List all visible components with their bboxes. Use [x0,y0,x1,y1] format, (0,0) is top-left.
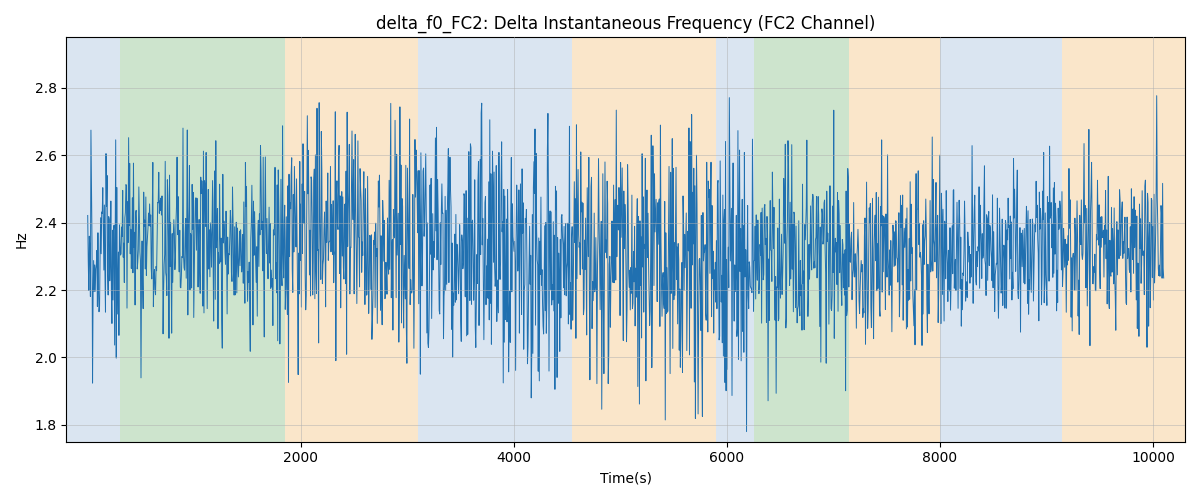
Bar [284,38,418,442]
Bar [1062,38,1186,442]
Bar [66,38,120,442]
X-axis label: Time(s): Time(s) [600,471,652,485]
Bar [572,38,716,442]
Bar [120,38,284,442]
Bar [940,38,1062,442]
Title: delta_f0_FC2: Delta Instantaneous Frequency (FC2 Channel): delta_f0_FC2: Delta Instantaneous Freque… [376,15,875,34]
Bar [754,38,850,442]
Bar [418,38,572,442]
Bar [716,38,754,442]
Y-axis label: Hz: Hz [16,230,29,248]
Bar [850,38,940,442]
